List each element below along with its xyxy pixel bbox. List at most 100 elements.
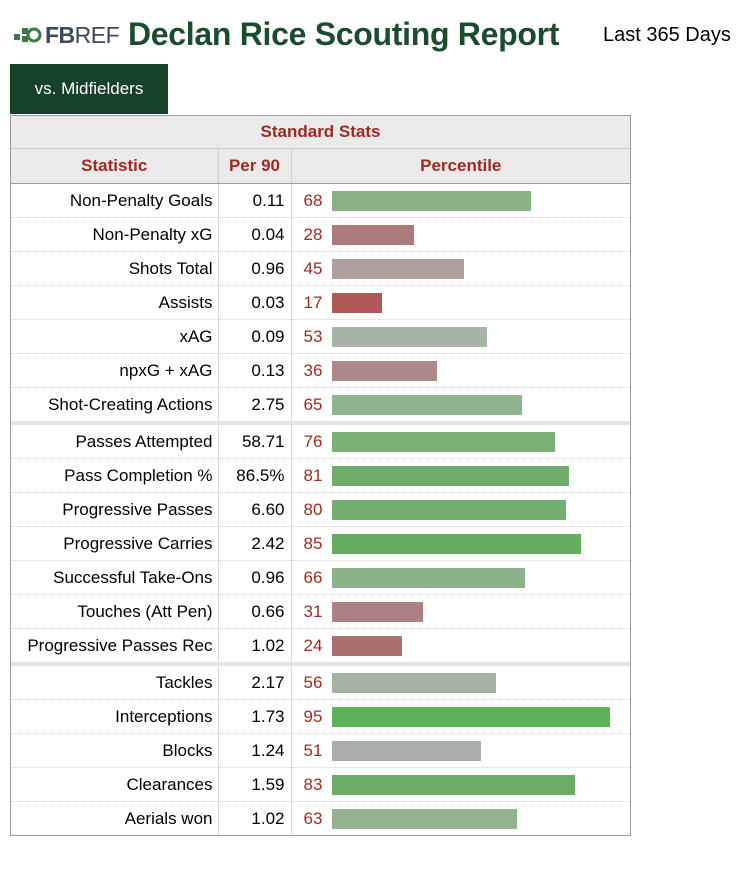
stat-name[interactable]: Touches (Att Pen)	[11, 594, 219, 629]
table-row: Non-Penalty Goals 0.11 68	[11, 183, 631, 218]
table-row: xAG 0.09 53	[11, 319, 631, 354]
table-row: Progressive Carries 2.42 85	[11, 526, 631, 561]
stat-name[interactable]: npxG + xAG	[11, 353, 219, 388]
per90-value: 0.03	[218, 285, 292, 320]
table-row: Touches (Att Pen) 0.66 31	[11, 594, 631, 629]
stat-name[interactable]: Assists	[11, 285, 219, 320]
column-header-per90[interactable]: Per 90	[218, 148, 292, 184]
per90-value: 1.02	[218, 801, 292, 835]
percentile-cell: 85	[291, 526, 631, 561]
stat-name[interactable]: Non-Penalty Goals	[11, 183, 219, 218]
percentile-value: 66	[303, 568, 323, 587]
stat-name[interactable]: Non-Penalty xG	[11, 217, 219, 252]
percentile-bar	[331, 602, 423, 622]
percentile-value: 68	[303, 191, 323, 210]
percentile-bar	[331, 327, 487, 347]
column-header-percentile[interactable]: Percentile	[291, 148, 631, 184]
fbref-logo[interactable]: FBREF	[12, 22, 120, 48]
scouting-table: Standard Stats Statistic Per 90 Percenti…	[10, 115, 631, 836]
stat-name[interactable]: xAG	[11, 319, 219, 354]
per90-value: 0.13	[218, 353, 292, 388]
table-row: Non-Penalty xG 0.04 28	[11, 217, 631, 252]
logo-wordmark: FBREF	[45, 22, 120, 48]
tab-vs-midfielders[interactable]: vs. Midfielders	[10, 64, 168, 114]
stat-name[interactable]: Passes Attempted	[11, 421, 219, 459]
percentile-cell: 28	[291, 217, 631, 252]
stat-name[interactable]: Clearances	[11, 767, 219, 802]
percentile-cell: 83	[291, 767, 631, 802]
percentile-value: 36	[303, 361, 323, 380]
per90-value: 0.96	[218, 251, 292, 286]
percentile-cell: 53	[291, 319, 631, 354]
stat-name[interactable]: Progressive Passes Rec	[11, 628, 219, 664]
percentile-bar	[331, 534, 581, 554]
percentile-bar	[331, 809, 517, 829]
percentile-value: 65	[303, 395, 323, 414]
percentile-value: 28	[303, 225, 323, 244]
percentile-value: 83	[303, 775, 323, 794]
percentile-value: 81	[303, 466, 323, 485]
percentile-cell: 31	[291, 594, 631, 629]
per90-value: 0.09	[218, 319, 292, 354]
table-row: Pass Completion % 86.5% 81	[11, 458, 631, 493]
column-header-statistic[interactable]: Statistic	[11, 148, 219, 184]
percentile-bar	[331, 432, 555, 452]
percentile-bar	[331, 741, 481, 761]
percentile-value: 63	[303, 809, 323, 828]
table-row: Progressive Passes Rec 1.02 24	[11, 628, 630, 665]
percentile-bar	[331, 259, 464, 279]
percentile-bar	[331, 225, 414, 245]
percentile-value: 24	[303, 636, 323, 655]
stat-name[interactable]: Interceptions	[11, 699, 219, 734]
stats-body: Non-Penalty Goals 0.11 68 Non-Penalty xG 0.0…	[11, 183, 631, 836]
stat-name[interactable]: Shots Total	[11, 251, 219, 286]
percentile-value: 85	[303, 534, 323, 553]
stat-name[interactable]: Tackles	[11, 662, 219, 700]
per90-value: 58.71	[218, 421, 292, 459]
percentile-cell: 66	[291, 560, 631, 595]
percentile-bar	[331, 775, 575, 795]
percentile-bar	[331, 191, 531, 211]
per90-value: 0.11	[218, 183, 292, 218]
percentile-bar	[331, 466, 569, 486]
table-row: Passes Attempted 58.71 76	[11, 421, 631, 459]
percentile-bar	[331, 361, 437, 381]
section-title: Standard Stats	[11, 116, 631, 149]
percentile-value: 53	[303, 327, 323, 346]
percentile-bar	[331, 293, 382, 313]
per90-value: 1.24	[218, 733, 292, 768]
percentile-value: 31	[303, 602, 323, 621]
percentile-value: 51	[303, 741, 323, 760]
percentile-value: 56	[303, 673, 323, 692]
percentile-cell: 95	[291, 699, 631, 734]
stat-name[interactable]: Successful Take-Ons	[11, 560, 219, 595]
stat-name[interactable]: Progressive Passes	[11, 492, 219, 527]
percentile-value: 95	[303, 707, 323, 726]
percentile-cell: 63	[291, 802, 630, 836]
stat-name[interactable]: Pass Completion %	[11, 458, 219, 493]
percentile-bar	[331, 707, 610, 727]
percentile-cell: 81	[291, 458, 631, 493]
percentile-bar	[331, 673, 496, 693]
percentile-bar	[331, 568, 525, 588]
percentile-cell: 51	[291, 733, 631, 768]
stat-name[interactable]: Aerials won	[11, 801, 219, 835]
stat-name[interactable]: Blocks	[11, 733, 219, 768]
percentile-cell: 76	[291, 421, 631, 459]
per90-value: 0.66	[218, 594, 292, 629]
percentile-value: 80	[303, 500, 323, 519]
stat-name[interactable]: Progressive Carries	[11, 526, 219, 561]
table-row: Interceptions 1.73 95	[11, 699, 631, 734]
percentile-bar	[331, 500, 566, 520]
per90-value: 86.5%	[218, 458, 292, 493]
page-title: Declan Rice Scouting Report	[128, 16, 560, 52]
time-period-label: Last 365 Days	[603, 24, 731, 46]
percentile-value: 76	[303, 432, 323, 451]
stat-name[interactable]: Shot-Creating Actions	[11, 387, 219, 423]
per90-value: 2.75	[218, 387, 292, 423]
percentile-cell: 17	[291, 285, 631, 320]
per90-value: 0.96	[218, 560, 292, 595]
percentile-value: 17	[303, 293, 323, 312]
percentile-cell: 24	[291, 629, 630, 665]
table-row: npxG + xAG 0.13 36	[11, 353, 631, 388]
